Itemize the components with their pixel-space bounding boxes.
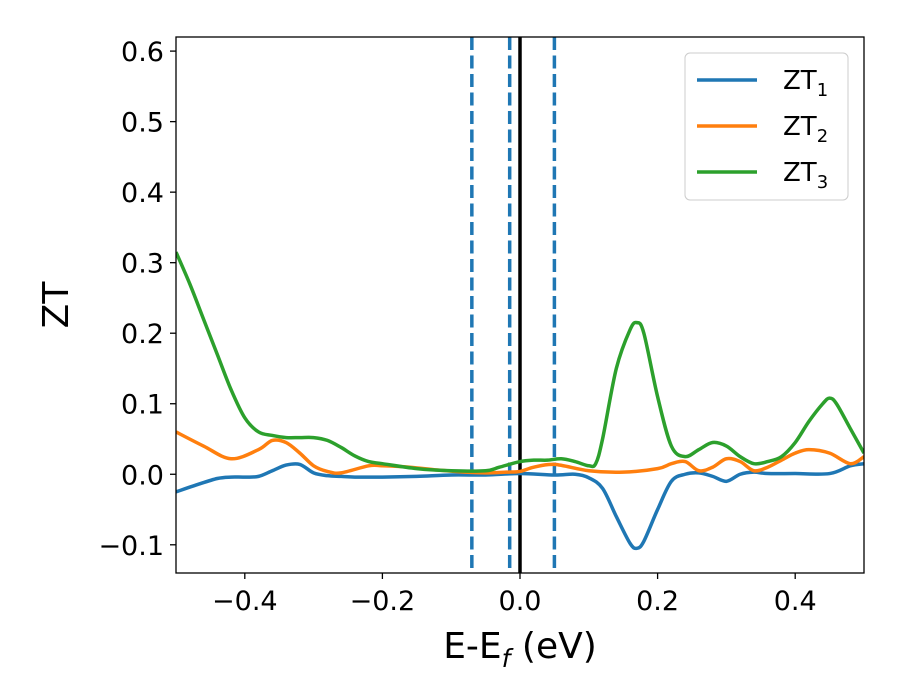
series-line-zt1 xyxy=(176,461,864,551)
legend-label-sub: 2 xyxy=(817,126,828,147)
x-axis-label-base: E-E xyxy=(443,626,501,667)
y-tick-label: −0.1 xyxy=(98,531,164,562)
x-axis-label: E-Ef (eV) xyxy=(443,626,597,673)
legend-label-zt1: ZT1 xyxy=(783,66,828,101)
legend-label-sub: 1 xyxy=(817,80,828,101)
x-tick-label: 0.0 xyxy=(499,586,542,617)
legend-box xyxy=(684,52,849,201)
y-tick-label: 0.6 xyxy=(121,37,164,68)
legend-label-zt3: ZT3 xyxy=(783,158,828,193)
y-tick-label: 0.5 xyxy=(121,108,164,139)
y-tick-label: 0.3 xyxy=(121,249,164,280)
y-tick-label: 0.2 xyxy=(121,319,164,350)
legend-label-base: ZT xyxy=(783,66,817,96)
x-axis-label-unit: (eV) xyxy=(510,626,596,667)
x-tick-label: 0.2 xyxy=(636,586,679,617)
x-axis-ticks: −0.4 −0.2 0.0 0.2 0.4 xyxy=(212,573,817,617)
x-tick-label: −0.4 xyxy=(212,586,278,617)
x-tick-label: 0.4 xyxy=(774,586,817,617)
reference-lines xyxy=(470,37,557,573)
y-tick-label: 0.4 xyxy=(121,178,164,209)
legend-label-sub: 3 xyxy=(817,172,828,193)
x-tick-label: −0.2 xyxy=(350,586,416,617)
legend-label-base: ZT xyxy=(783,112,817,142)
y-tick-label: 0.0 xyxy=(121,460,164,491)
legend-label-base: ZT xyxy=(783,158,817,188)
series-line-zt2 xyxy=(176,430,864,475)
y-axis-label: ZT xyxy=(36,281,77,329)
series-lines xyxy=(176,251,864,551)
legend-label-zt2: ZT2 xyxy=(783,112,828,147)
series-line-zt3 xyxy=(176,251,864,473)
y-tick-label: 0.1 xyxy=(121,390,164,421)
y-axis-ticks: −0.1 0.0 0.1 0.2 0.3 0.4 0.5 0.6 xyxy=(98,37,176,562)
